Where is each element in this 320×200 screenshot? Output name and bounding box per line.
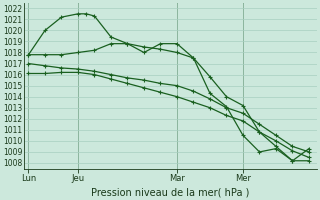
X-axis label: Pression niveau de la mer( hPa ): Pression niveau de la mer( hPa ) [91, 187, 250, 197]
